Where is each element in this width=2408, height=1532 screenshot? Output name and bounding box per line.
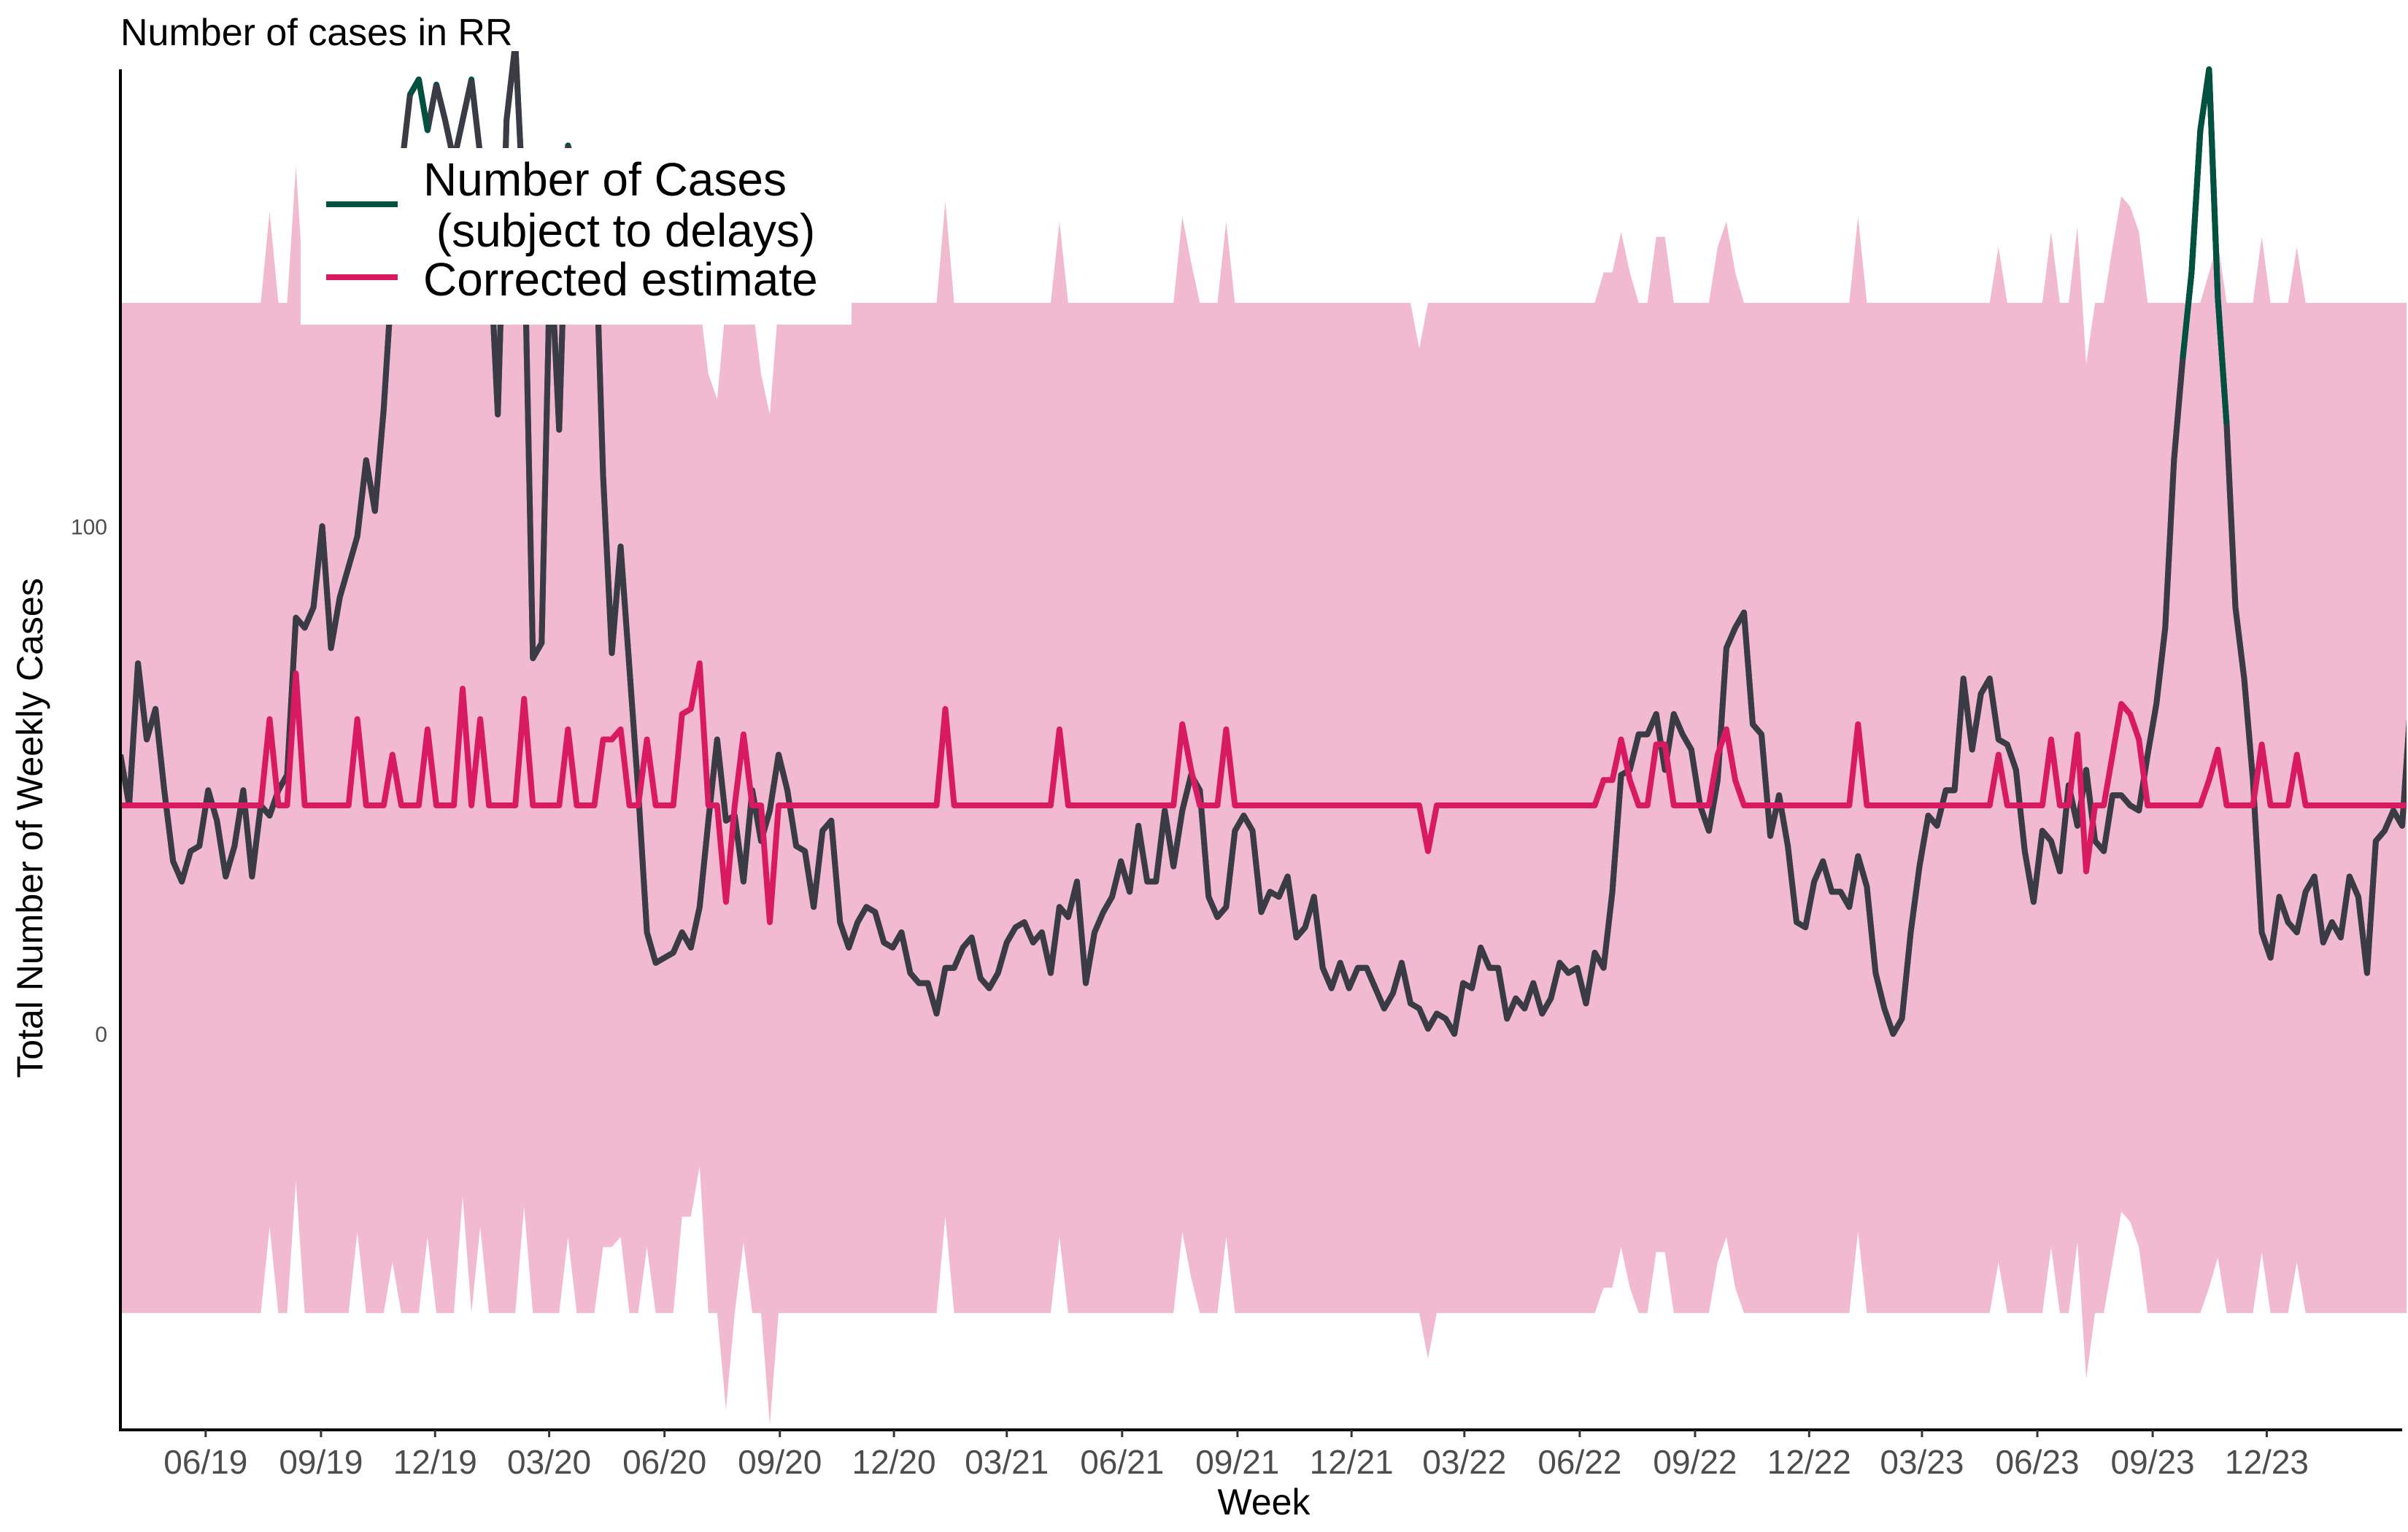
x-tick-label: 12/20	[852, 1443, 936, 1481]
x-tick-label: 06/19	[163, 1443, 247, 1481]
series-line-cases	[433, 83, 448, 121]
x-tick-label: 09/23	[2111, 1443, 2195, 1481]
chart-title: Number of cases in RR	[120, 12, 513, 54]
interval-layer	[120, 166, 2407, 1425]
x-tick-label: 03/20	[507, 1443, 591, 1481]
x-tick-label: 03/21	[965, 1443, 1049, 1481]
interval-ribbon	[120, 166, 2407, 1425]
x-tick-label: 03/23	[1880, 1443, 1964, 1481]
y-tick-label: 100	[71, 515, 107, 539]
y-tick-labels: 0 100	[71, 515, 107, 1047]
x-tick-label: 12/21	[1310, 1443, 1394, 1481]
y-tick-label: 0	[95, 1023, 107, 1047]
x-tick-label: 06/20	[622, 1443, 706, 1481]
x-tick-labels: 06/19 09/19 12/19 03/20 06/20 09/20 12/20 03/21…	[163, 1443, 2309, 1481]
x-tick-label: 06/23	[1995, 1443, 2079, 1481]
legend: Number of Cases (subject to delays) Corr…	[301, 148, 852, 325]
legend-label-estimate: Corrected estimate	[423, 253, 818, 306]
series-line-cases-peak	[2180, 66, 2230, 425]
x-tick-label: 12/22	[1767, 1443, 1851, 1481]
legend-label-cases-line: (subject to delays)	[423, 204, 815, 257]
x-tick-label: 12/23	[2225, 1443, 2309, 1481]
series-line-cases	[2206, 69, 2407, 976]
x-tick-label: 09/21	[1195, 1443, 1279, 1481]
x-tick-label: 06/22	[1537, 1443, 1621, 1481]
series-line-cases	[521, 145, 571, 662]
x-axis-title: Week	[1218, 1482, 1311, 1523]
x-tick-label: 12/19	[393, 1443, 477, 1481]
series-line-cases-peak-2019	[407, 76, 431, 131]
legend-label-cases: Number of Cases (subject to delays)	[423, 153, 815, 257]
axes	[119, 69, 2402, 1437]
series-line-cases	[591, 130, 2204, 1037]
legend-box	[301, 148, 852, 325]
x-tick-label: 09/19	[279, 1443, 363, 1481]
x-tick-label: 09/20	[738, 1443, 822, 1481]
x-tick-label: 06/21	[1080, 1443, 1164, 1481]
y-axis-title: Total Number of Weekly Cases	[9, 578, 50, 1078]
series-line-cases	[468, 79, 484, 156]
legend-label-cases-line: Number of Cases	[423, 153, 787, 206]
series-line-estimate	[120, 660, 2407, 926]
x-tick-label: 03/22	[1422, 1443, 1506, 1481]
x-tick-label: 09/22	[1653, 1443, 1737, 1481]
